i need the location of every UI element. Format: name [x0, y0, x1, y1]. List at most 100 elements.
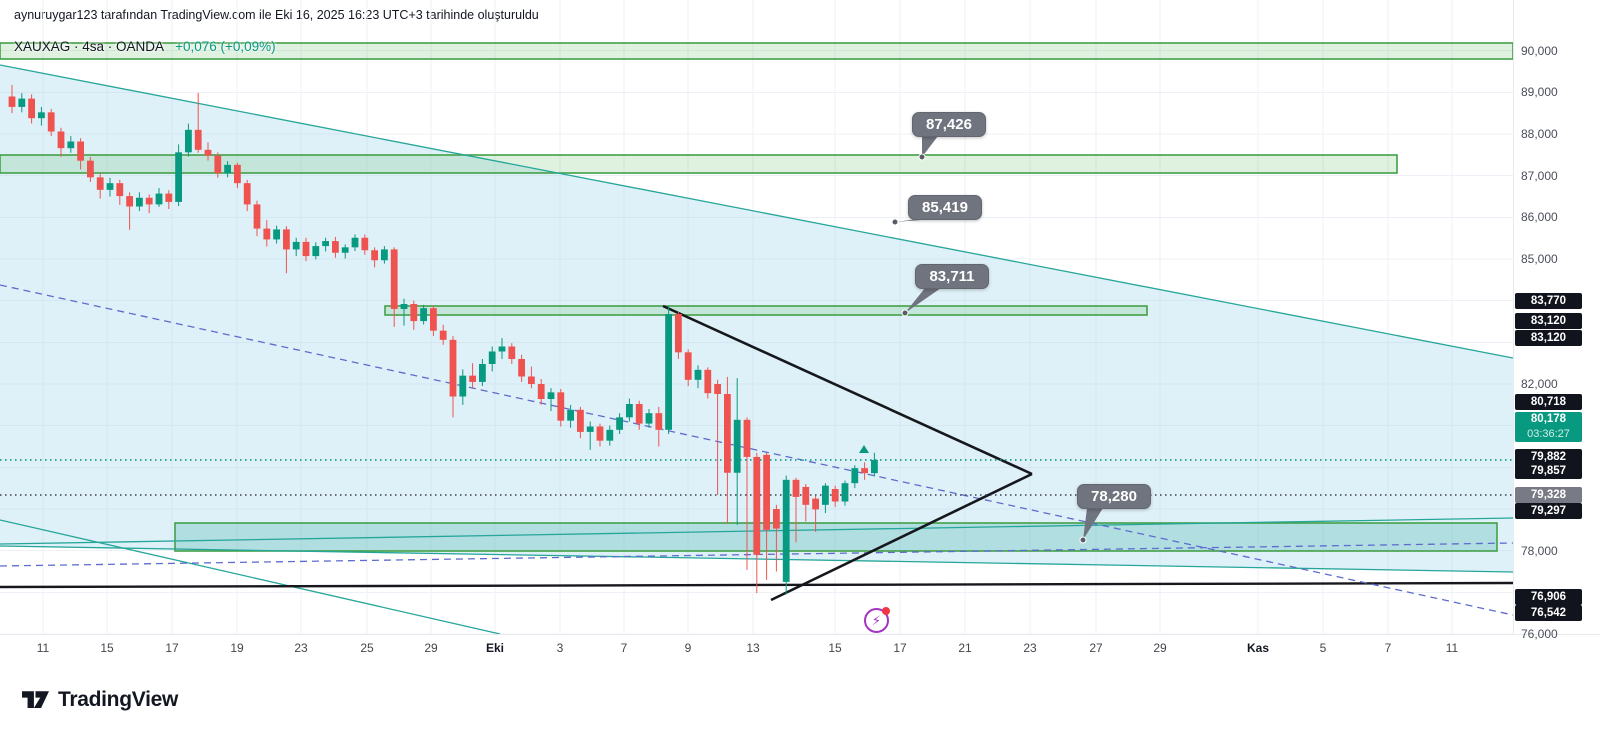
- time-axis-label: 17: [893, 641, 907, 655]
- price-axis-label: 76,000: [1521, 627, 1558, 641]
- candle-body: [851, 468, 859, 484]
- candle-body: [47, 112, 55, 132]
- price-level-badge[interactable]: 83,120: [1515, 330, 1582, 346]
- time-axis-label: 15: [100, 641, 114, 655]
- candle-body: [341, 247, 349, 253]
- price-level-badge[interactable]: 79,328: [1515, 487, 1582, 503]
- price-level-badge[interactable]: 76,906: [1515, 589, 1582, 605]
- candle-body: [292, 241, 300, 250]
- candle-body: [165, 193, 173, 202]
- callout-anchor-dot: [1079, 536, 1087, 544]
- candle-body: [439, 330, 447, 340]
- attribution-text: aynuruygar123 tarafından TradingView.com…: [14, 8, 539, 22]
- candle-body: [116, 183, 124, 197]
- price-axis-label: 86,000: [1521, 210, 1558, 225]
- candle-body: [743, 419, 751, 457]
- price-callout[interactable]: 83,711: [915, 264, 989, 289]
- price-axis-label: 87,000: [1521, 168, 1558, 183]
- candle-body: [841, 483, 849, 502]
- price-axis-label: 82,000: [1521, 377, 1558, 391]
- time-axis-label: 21: [958, 641, 972, 655]
- price-axis-border: [1513, 0, 1514, 634]
- callout-anchor-dot: [901, 309, 909, 317]
- time-axis-label: 15: [828, 641, 842, 655]
- callout-tail: [1083, 508, 1103, 540]
- candle-body: [528, 376, 535, 384]
- price-axis-label: 88,000: [1521, 127, 1558, 141]
- time-axis-border: [0, 634, 1600, 635]
- time-axis-label: 17: [165, 641, 179, 655]
- candle-body: [410, 304, 418, 322]
- time-axis-label: 23: [1023, 641, 1037, 655]
- candle-body: [28, 98, 35, 119]
- candle-body: [508, 346, 516, 359]
- price-level-badge[interactable]: 79,882: [1515, 449, 1582, 465]
- candle-body: [420, 308, 427, 322]
- candle-body: [645, 413, 653, 424]
- candle-body: [253, 204, 261, 229]
- price-level-badge[interactable]: 79,297: [1515, 503, 1582, 519]
- time-axis-label: 7: [1384, 641, 1392, 655]
- price-change: +0,076 (+0,09%): [175, 39, 276, 54]
- time-axis-label: 9: [684, 641, 692, 655]
- candle-body: [8, 96, 16, 107]
- resistance-zone-90000[interactable]: [0, 42, 1513, 60]
- price-callout[interactable]: 78,280: [1077, 484, 1151, 509]
- price-callout[interactable]: 87,426: [912, 112, 986, 137]
- candle-body: [802, 486, 810, 505]
- candle-body: [322, 241, 329, 247]
- candle-body: [77, 141, 84, 161]
- candle-body: [871, 459, 878, 474]
- candle-body: [390, 249, 398, 309]
- candle-body: [753, 456, 761, 555]
- price-level-badge[interactable]: 83,770: [1515, 293, 1582, 309]
- time-axis-label: 29: [424, 641, 438, 655]
- channel-upper-trendline[interactable]: [0, 64, 1513, 359]
- candle-body: [38, 112, 45, 119]
- candle-body: [400, 304, 408, 309]
- price-level-badge[interactable]: 76,542: [1515, 605, 1582, 621]
- time-axis-label: 5: [1319, 641, 1327, 655]
- time-axis-label: 11: [1445, 641, 1459, 655]
- ideas-lightning-icon[interactable]: ⚡: [864, 607, 890, 633]
- time-axis-label: 7: [620, 641, 628, 655]
- candle-body: [96, 177, 104, 190]
- candle-body: [204, 149, 212, 156]
- descending-dashed-trendline[interactable]: [0, 284, 1513, 616]
- price-callout[interactable]: 85,419: [908, 195, 982, 220]
- candle-body: [479, 364, 486, 382]
- candle-body: [312, 246, 320, 257]
- lightning-glyph: ⚡: [871, 613, 882, 628]
- price-level-badge[interactable]: 83,120: [1515, 313, 1582, 329]
- symbol-title[interactable]: XAUXAG · 4sa · OANDA: [14, 39, 164, 54]
- chart-canvas[interactable]: [0, 0, 1513, 634]
- callout-tail: [905, 288, 941, 313]
- price-axis-label: 90,000: [1521, 43, 1558, 58]
- candle-body: [361, 237, 369, 251]
- time-axis-label: Kas: [1246, 641, 1270, 655]
- time-axis-label: 3: [556, 641, 564, 655]
- candle-body: [243, 183, 251, 205]
- candle-body: [557, 392, 565, 421]
- price-axis-label: 78,000: [1521, 543, 1558, 558]
- candle-body: [155, 193, 163, 205]
- channel-lower-trendline[interactable]: [0, 519, 501, 634]
- candle-body: [714, 384, 721, 394]
- candle-body: [351, 237, 359, 248]
- last-price-badge[interactable]: 80,178 03:36:27: [1515, 412, 1582, 442]
- candle-body: [763, 454, 770, 530]
- triangle-upper-line[interactable]: [662, 304, 1033, 476]
- candle-body: [831, 489, 839, 502]
- chart-legend[interactable]: XAUXAG · 4sa · OANDA +0,076 (+0,09%): [14, 39, 276, 54]
- price-level-badge[interactable]: 80,718: [1515, 394, 1582, 410]
- price-axis-label: 89,000: [1521, 85, 1558, 100]
- price-level-badge[interactable]: 79,857: [1515, 463, 1582, 479]
- tradingview-logo-text: TradingView: [58, 688, 179, 711]
- triangle-lower-line[interactable]: [770, 472, 1033, 602]
- tradingview-logo[interactable]: TradingView: [22, 688, 178, 712]
- candle-body: [67, 141, 75, 149]
- resistance-zone-83711[interactable]: [384, 305, 1148, 316]
- time-axis-label: Eki: [485, 641, 505, 655]
- resistance-zone-87400[interactable]: [0, 154, 1398, 174]
